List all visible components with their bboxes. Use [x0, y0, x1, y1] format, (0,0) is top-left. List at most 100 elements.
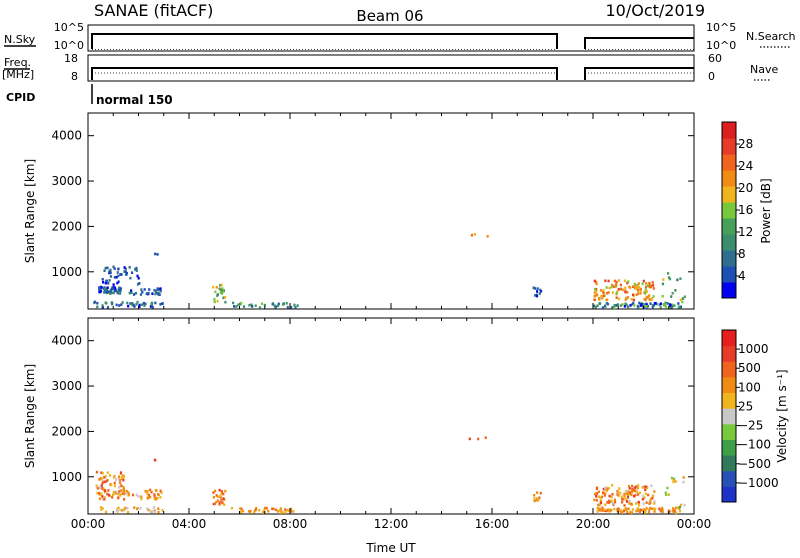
data-cell	[132, 293, 136, 296]
data-cell	[630, 297, 633, 301]
data-cell	[625, 303, 628, 307]
data-cell	[653, 502, 656, 505]
data-cell	[112, 287, 115, 291]
data-cell	[159, 289, 162, 293]
data-cell	[536, 287, 539, 290]
data-cell	[623, 279, 627, 283]
data-cell	[118, 475, 121, 479]
data-cell	[101, 304, 104, 307]
data-cell	[642, 279, 645, 283]
data-cell	[99, 287, 102, 290]
data-cell	[643, 292, 647, 295]
freq-right-tick-bottom: 0	[708, 70, 715, 83]
data-cell	[157, 287, 161, 291]
data-cell	[633, 282, 636, 286]
data-cell	[652, 295, 655, 298]
data-cell	[649, 285, 652, 289]
data-cell	[284, 508, 287, 511]
data-cell	[615, 296, 618, 300]
data-cell	[155, 489, 158, 492]
data-cell	[637, 503, 641, 507]
data-cell	[102, 481, 105, 484]
data-cell	[109, 268, 112, 272]
data-cell	[633, 286, 637, 290]
data-cell	[153, 494, 156, 498]
data-cell	[290, 510, 293, 513]
data-cell	[665, 493, 668, 497]
data-cell	[593, 298, 597, 302]
power-plot-frame	[87, 112, 695, 310]
data-cell	[682, 476, 685, 479]
velocity-data-cells	[95, 436, 686, 515]
data-cell	[153, 493, 156, 496]
nsky-left-tick-top: 10^5	[54, 21, 84, 34]
data-cell	[681, 300, 684, 304]
data-cell	[255, 506, 258, 510]
data-cell	[131, 302, 134, 305]
data-cell	[636, 506, 639, 510]
colorbar-tick-label: 25	[738, 399, 753, 413]
data-cell	[220, 289, 223, 292]
nsky-left-tick-bottom: 10^0	[54, 39, 84, 52]
data-cell	[623, 496, 626, 499]
data-cell	[598, 507, 601, 511]
data-cell	[218, 501, 221, 504]
data-cell	[603, 494, 606, 497]
data-cell	[215, 494, 218, 497]
data-cell	[147, 508, 150, 512]
data-cell	[212, 285, 215, 289]
data-cell	[232, 305, 236, 308]
data-cell	[654, 301, 657, 305]
data-cell	[683, 295, 686, 299]
data-cell	[130, 291, 133, 294]
data-cell	[221, 289, 225, 292]
data-cell	[135, 266, 138, 270]
data-cell	[597, 495, 601, 498]
data-cell	[239, 507, 242, 510]
data-cell	[251, 305, 254, 308]
data-cell	[627, 502, 631, 505]
data-cell	[132, 303, 136, 307]
data-cell	[122, 492, 126, 496]
data-cell	[625, 498, 628, 501]
data-cell	[142, 301, 145, 305]
data-cell	[143, 304, 146, 307]
data-cell	[533, 493, 536, 497]
data-cell	[279, 507, 282, 510]
data-cell	[218, 287, 221, 291]
data-cell	[113, 484, 117, 488]
data-cell	[645, 282, 648, 285]
cpid-value: normal 150	[96, 93, 173, 107]
data-cell	[117, 280, 120, 283]
data-cell	[593, 279, 597, 283]
x-axis-title: Time UT	[365, 541, 416, 554]
data-cell	[235, 305, 238, 308]
data-cell	[101, 486, 104, 490]
colorbar-segment	[722, 486, 736, 503]
data-cell	[630, 493, 633, 497]
data-cell	[126, 510, 130, 514]
data-cell	[253, 510, 256, 514]
data-cell	[624, 289, 627, 292]
data-cell	[612, 503, 615, 506]
data-cell	[645, 507, 648, 510]
data-cell	[636, 304, 639, 308]
data-cell	[104, 281, 107, 285]
data-cell	[140, 288, 143, 291]
velocity-y-axis: 1000 2000 3000 4000	[51, 334, 694, 484]
data-cell	[153, 497, 156, 500]
data-cell	[679, 298, 682, 302]
data-cell	[260, 302, 264, 305]
data-cell	[608, 508, 612, 511]
data-cell	[117, 506, 120, 510]
data-cell	[156, 253, 159, 256]
data-cell	[125, 273, 128, 276]
data-cell	[673, 510, 676, 513]
data-cell	[161, 509, 164, 512]
data-cell	[220, 489, 224, 493]
nave-label: Nave	[750, 63, 778, 76]
data-cell	[154, 289, 157, 293]
colorbar-tick-label: 20	[738, 181, 753, 195]
data-cell	[258, 508, 261, 512]
data-cell	[620, 495, 623, 498]
